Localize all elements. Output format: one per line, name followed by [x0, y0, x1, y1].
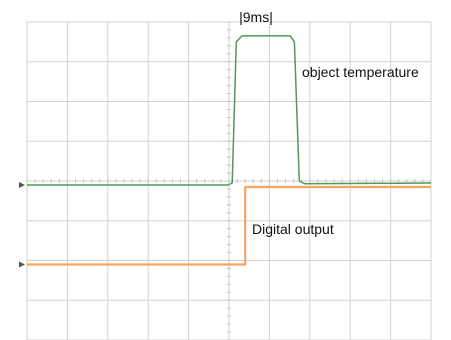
traces — [27, 35, 432, 266]
duration-label: |9ms| — [239, 9, 273, 25]
digital-output-trace — [27, 185, 431, 266]
center-axis-ticks — [26, 21, 432, 340]
digital-output-marker — [19, 261, 25, 268]
object-temperature-trace — [27, 35, 432, 186]
channel-markers — [19, 181, 25, 268]
object-temperature-label: object temperature — [302, 64, 419, 80]
object-temperature-marker — [19, 181, 25, 188]
digital-output-label: Digital output — [252, 221, 334, 237]
